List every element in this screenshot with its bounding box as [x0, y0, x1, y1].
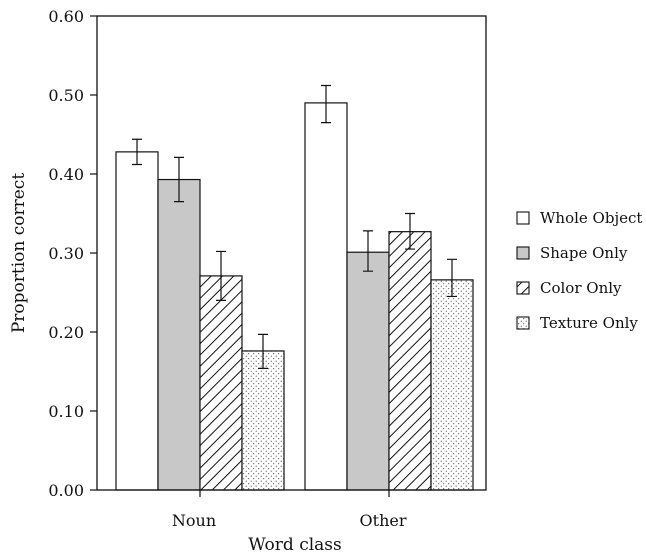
- y-axis: 0.00 0.10 0.20 0.30 0.40 0.50 0.60: [48, 7, 97, 500]
- y-tick-label: 0.30: [48, 244, 84, 263]
- legend-swatch-gray: [517, 247, 529, 259]
- y-tick-label: 0.50: [48, 86, 84, 105]
- legend-swatch-blank: [517, 212, 529, 224]
- y-axis-title: Proportion correct: [9, 173, 29, 333]
- bar-diagonal-hatch-other: [389, 232, 431, 490]
- legend-swatch-dots: [517, 317, 529, 329]
- y-tick-label: 0.00: [48, 481, 84, 500]
- legend-label: Whole Object: [540, 209, 642, 227]
- x-axis: Noun Other: [172, 490, 407, 530]
- legend: Whole Object Shape Only Color Only Texture …: [517, 209, 642, 332]
- legend-label: Texture Only: [540, 314, 638, 332]
- y-tick-label: 0.40: [48, 165, 84, 184]
- bar-dots-other: [431, 280, 473, 490]
- plot-area: [116, 86, 473, 490]
- bar-blank-other: [305, 103, 347, 490]
- x-tick-label: Noun: [172, 511, 216, 530]
- y-tick-label: 0.20: [48, 323, 84, 342]
- y-tick-label: 0.60: [48, 7, 84, 26]
- legend-swatch-diagonal-hatch: [517, 282, 529, 294]
- legend-label: Shape Only: [540, 244, 628, 262]
- bar-dots-noun: [242, 351, 284, 490]
- legend-label: Color Only: [540, 279, 622, 297]
- bar-gray-noun: [158, 180, 200, 490]
- bar-diagonal-hatch-noun: [200, 276, 242, 490]
- bar-gray-other: [347, 252, 389, 490]
- bar-blank-noun: [116, 152, 158, 490]
- y-tick-label: 0.10: [48, 402, 84, 421]
- x-tick-label: Other: [360, 511, 407, 530]
- x-axis-title: Word class: [248, 535, 342, 555]
